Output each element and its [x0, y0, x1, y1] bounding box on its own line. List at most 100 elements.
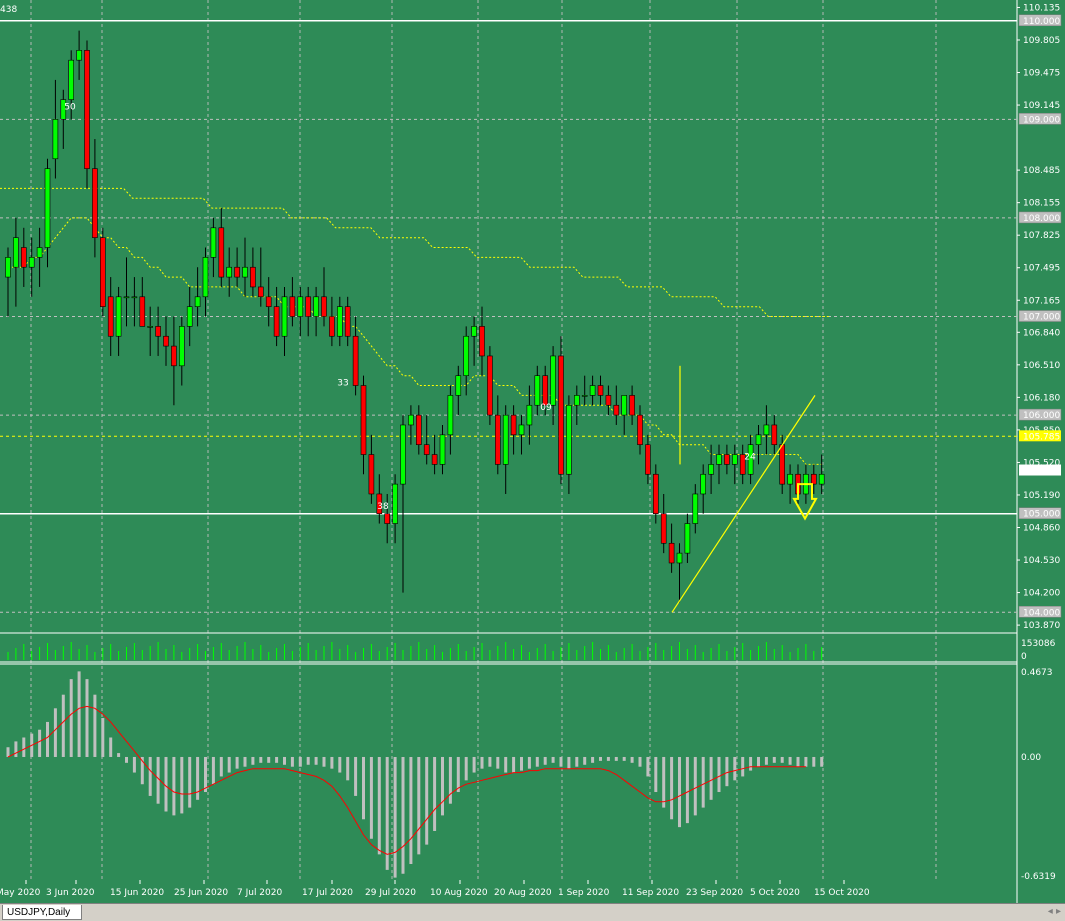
volume-min-label: 0	[1021, 652, 1027, 662]
down-arrow-icon	[792, 483, 818, 521]
bull-candle	[439, 434, 446, 465]
macd-signal-line	[7, 705, 806, 855]
level-price-label: 108.000	[1023, 214, 1060, 224]
level-price-label: 106.000	[1023, 411, 1060, 421]
date-tick-label: 1 Sep 2020	[558, 888, 610, 898]
bear-candle	[289, 296, 296, 317]
bear-candle	[479, 326, 485, 357]
bear-candle	[415, 414, 422, 445]
bear-candle	[257, 286, 264, 298]
bear-candle	[605, 395, 612, 406]
bull-candle	[68, 59, 74, 100]
bear-candle	[107, 296, 114, 337]
macd-top-label: 0.4673	[1021, 668, 1053, 678]
price-tick-label: 110.135	[1023, 3, 1060, 13]
bull-candle	[179, 326, 185, 367]
bear-candle	[163, 335, 169, 347]
bear-candle	[368, 454, 375, 495]
bull-candle	[716, 454, 722, 465]
bear-candle	[250, 266, 256, 288]
level-price-box	[1018, 14, 1062, 27]
bear-candle	[645, 444, 651, 475]
bear-candle	[668, 542, 675, 564]
level-price-label: 107.000	[1023, 313, 1060, 323]
bull-candle	[131, 296, 138, 299]
price-tick-label: 104.860	[1023, 523, 1060, 533]
date-tick-label: 15 Jun 2020	[110, 888, 164, 898]
price-tick-label: 109.475	[1023, 69, 1060, 79]
level-price-box	[1018, 211, 1062, 224]
bull-candle	[400, 424, 406, 485]
bear-candle	[20, 247, 27, 268]
bear-candle	[329, 316, 335, 337]
bull-candle	[76, 50, 82, 61]
chart-annotation-label: 38	[377, 502, 389, 512]
price-tick-label: 105.190	[1023, 491, 1060, 501]
bull-candle	[573, 395, 580, 406]
date-tick-label: May 2020	[0, 888, 41, 898]
price-tick-label: 108.485	[1023, 166, 1060, 176]
bull-candle	[747, 444, 754, 475]
bull-candle	[684, 523, 691, 554]
current-price-label: 105.785	[1023, 432, 1060, 442]
bear-candle	[613, 404, 620, 416]
moving-averages	[0, 187, 830, 465]
bull-candle	[52, 119, 59, 160]
price-tick-label: 105.520	[1023, 458, 1060, 468]
bear-candle	[234, 266, 240, 278]
date-tick-label: 20 Aug 2020	[494, 888, 552, 898]
date-tick-label: 11 Sep 2020	[622, 888, 679, 898]
bull-candle	[566, 404, 572, 475]
bear-candle	[218, 227, 225, 278]
chart-annotation-label: 50	[64, 102, 76, 112]
symbol-tab[interactable]: USDJPY,Daily	[2, 905, 82, 920]
bull-candle	[115, 296, 122, 337]
level-price-label: 109.000	[1023, 115, 1060, 125]
bull-candle	[226, 266, 232, 278]
date-tick-label: 3 Jun 2020	[46, 888, 95, 898]
bull-candle	[755, 434, 762, 445]
bear-candle	[273, 306, 280, 337]
bear-candle	[771, 424, 778, 445]
date-tick-label: 5 Oct 2020	[750, 888, 800, 898]
volume-max-label: 153086	[1021, 639, 1056, 649]
bull-candle	[210, 227, 217, 258]
bull-candle	[28, 257, 35, 268]
bull-candle	[700, 473, 707, 495]
bull-candle	[336, 306, 343, 337]
level-price-label: 104.000	[1023, 608, 1060, 618]
macd-indicator	[6, 671, 824, 878]
bear-candle	[510, 414, 517, 436]
bull-candle	[194, 296, 201, 307]
bear-candle	[810, 473, 817, 485]
tab-scroll-arrows-icon[interactable]: ◂ ▸	[1047, 906, 1061, 917]
bear-candle	[384, 513, 391, 524]
bull-candle	[44, 168, 51, 248]
bear-candle	[431, 454, 438, 465]
bear-candle	[487, 355, 493, 416]
price-tick-label: 106.840	[1023, 328, 1060, 338]
bull-candle	[589, 385, 596, 396]
candlesticks	[5, 30, 825, 603]
bear-candle	[321, 296, 327, 317]
bull-candle	[313, 296, 319, 317]
date-tick-label: 23 Sep 2020	[686, 888, 743, 898]
date-axis: May 2020 3 Jun 2020 15 Jun 2020 25 Jun 2020…	[0, 880, 870, 898]
bear-candle	[352, 335, 359, 386]
bear-candle	[597, 385, 604, 396]
bull-candle	[502, 414, 509, 465]
bear-candle	[360, 385, 367, 455]
bull-candle	[621, 395, 628, 416]
bear-candle	[92, 168, 98, 238]
bull-candle	[818, 473, 825, 485]
level-price-label: 105.000	[1023, 510, 1060, 520]
bull-candle	[36, 247, 43, 258]
bull-candle	[5, 257, 11, 278]
chart-annotation-label: 33	[337, 379, 348, 389]
slow-moving-average-line	[0, 187, 830, 317]
bear-candle	[376, 493, 383, 514]
bull-candle	[763, 424, 770, 436]
date-tick-label: 25 Jun 2020	[174, 888, 228, 898]
bear-candle	[155, 326, 161, 337]
